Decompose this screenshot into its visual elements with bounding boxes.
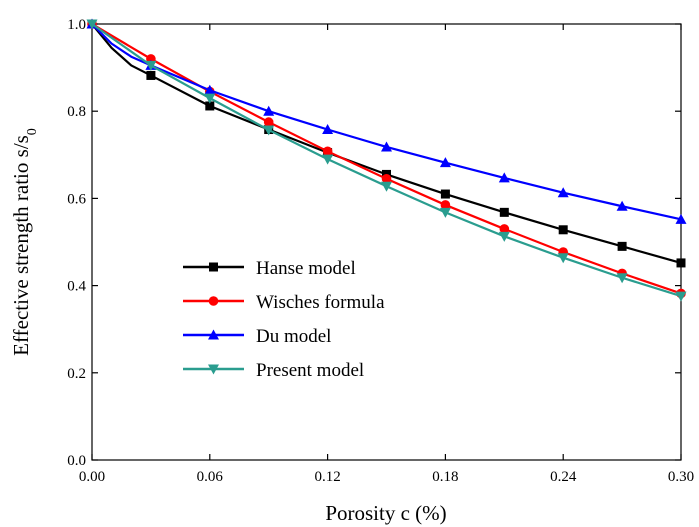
legend-label: Present model (256, 360, 364, 381)
x-tick-label: 0.12 (314, 469, 340, 485)
plot-frame (91, 23, 682, 461)
data-point-wisches-formula (322, 146, 333, 157)
legend-label: Hanse model (256, 258, 356, 279)
data-point-du-model (557, 187, 569, 198)
data-point-du-model (381, 141, 392, 152)
series-line-present-model (91, 23, 682, 298)
data-point-du-model (204, 84, 216, 95)
data-point-wisches-formula (499, 224, 510, 234)
axis-ticks: 0.00 0.06 0.12 0.18 0.24 0.30 0.0 0.2 0.4 0.6 0.8 1… (67, 17, 694, 485)
legend-entry-present-model: Present model (183, 360, 364, 381)
x-axis-title: Porosity c (%) (325, 501, 446, 525)
legend-label: Du model (256, 326, 331, 347)
data-point-hanse-model (499, 207, 509, 217)
data-point-du-model (439, 157, 451, 168)
x-tick-label: 0.24 (550, 469, 577, 485)
series-line-wisches-formula (91, 23, 682, 295)
y-axis-title-main: Effective strength ratio s/s (9, 135, 33, 356)
y-axis-title-subscript: 0 (25, 128, 40, 135)
legend-label: Wisches formula (256, 292, 385, 313)
y-tick-label: 0.6 (67, 191, 86, 207)
legend-swatch-marker (208, 296, 219, 306)
data-point-du-model (498, 172, 510, 183)
data-point-present-model (498, 231, 510, 242)
data-point-wisches-formula (381, 173, 392, 184)
series-present-model (86, 19, 687, 302)
data-point-hanse-model (558, 225, 568, 235)
data-point-hanse-model (440, 189, 450, 199)
x-tick-label: 0.06 (197, 469, 224, 485)
x-tick-label: 0.00 (79, 469, 105, 485)
data-point-present-model (86, 19, 98, 30)
series-du-model (86, 18, 687, 224)
legend-swatch-marker (209, 262, 218, 272)
series-layer (86, 18, 687, 302)
data-point-du-model (675, 213, 687, 224)
data-point-present-model (557, 253, 569, 264)
data-point-present-model (381, 181, 392, 192)
data-point-hanse-model (205, 101, 215, 111)
y-tick-label: 0.0 (67, 453, 86, 469)
x-tick-label: 0.18 (432, 469, 458, 485)
data-point-du-model (322, 124, 334, 135)
y-tick-label: 0.8 (67, 104, 86, 120)
data-point-present-model (204, 93, 216, 104)
data-point-du-model (263, 105, 275, 116)
data-point-wisches-formula (440, 200, 451, 210)
data-point-wisches-formula (263, 117, 274, 127)
data-point-present-model (263, 125, 275, 136)
data-point-du-model (616, 200, 628, 211)
data-point-present-model (439, 207, 451, 218)
legend-entry-du-model: Du model (183, 326, 331, 347)
data-point-present-model (675, 291, 687, 302)
data-point-hanse-model (617, 241, 627, 251)
legend-swatch-marker (208, 364, 219, 375)
data-point-hanse-model (676, 258, 686, 268)
series-wisches-formula (87, 19, 686, 299)
y-tick-label: 0.4 (67, 279, 86, 295)
data-point-present-model (616, 273, 628, 284)
legend-entry-wisches-formula: Wisches formula (183, 292, 385, 313)
x-tick-label: 0.30 (668, 469, 694, 485)
legend-swatch-marker (208, 329, 219, 340)
data-point-hanse-model (146, 70, 156, 80)
y-tick-label: 0.2 (67, 366, 86, 382)
data-point-present-model (145, 60, 157, 71)
data-point-present-model (322, 154, 334, 165)
y-axis-title: Effective strength ratio s/s0 (9, 128, 40, 356)
y-tick-label: 1.0 (67, 17, 86, 33)
legend-entry-hanse-model: Hanse model (183, 258, 356, 279)
legend: Hanse model Wisches formula Du model Presen… (183, 258, 385, 381)
